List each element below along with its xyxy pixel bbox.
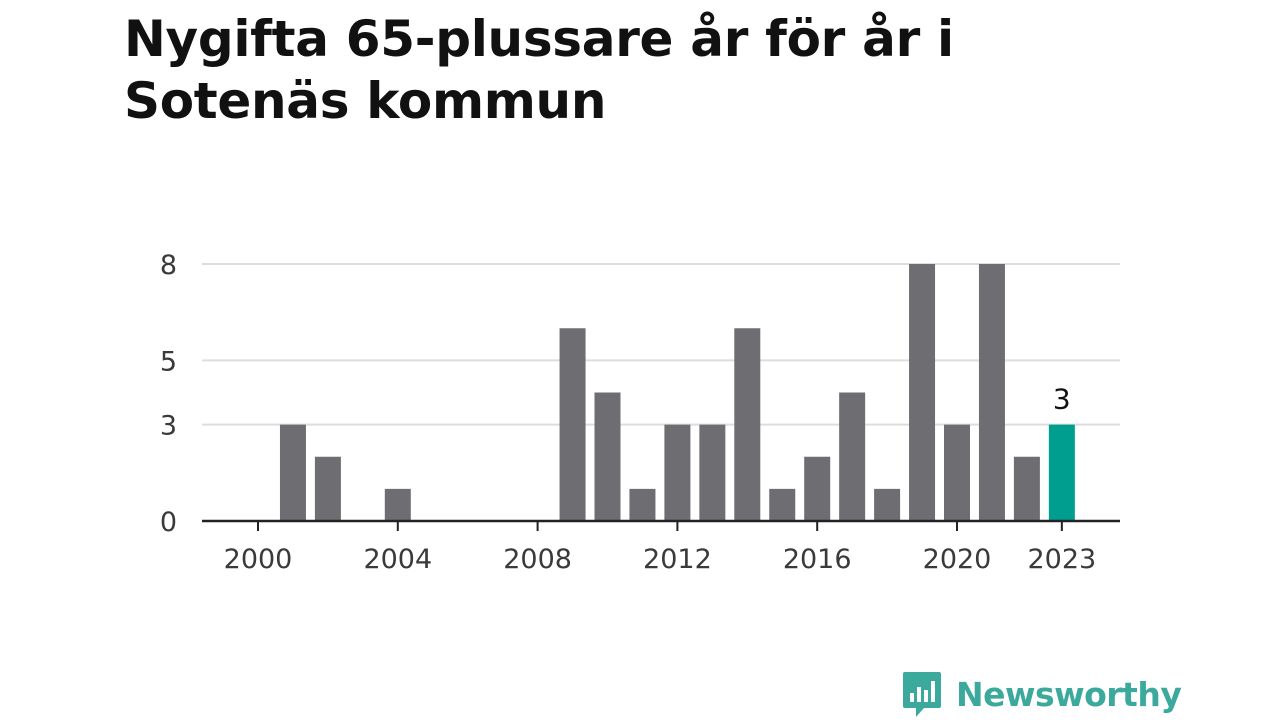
x-tick-label: 2016 [783,544,852,575]
bar-2013 [699,424,726,521]
chart-title: Nygifta 65-plussare år för år i Sotenäs … [124,10,954,130]
y-tick-label: 8 [160,250,177,281]
x-tick-label: 2023 [1027,544,1096,575]
bar-2001 [279,424,306,521]
bar-2016 [804,456,831,521]
bar-2010 [594,392,621,521]
x-tick-label: 2012 [643,544,712,575]
newsworthy-logo-icon [903,672,941,717]
bar-2015 [769,488,796,521]
y-tick-label: 3 [160,411,177,442]
bar-2002 [314,456,341,521]
data-label-2023: 3 [1053,383,1071,416]
brand-footer: Newsworthy [902,670,1182,718]
labels: 0 3 5 8 2000 2004 2008 2012 2016 2020 2023 3 [160,250,1096,575]
axes [202,519,1120,531]
y-tick-label: 0 [160,507,177,538]
bar-2022 [1013,456,1040,521]
bar-2019 [909,264,936,521]
bar-2023 [1048,424,1075,521]
x-tick-label: 2000 [224,544,293,575]
bar-2012 [664,424,691,521]
x-tick-label: 2020 [923,544,992,575]
y-tick-label: 5 [160,346,177,377]
bar-2004 [384,488,411,521]
bar-2018 [874,488,901,521]
brand-name: Newsworthy [956,674,1182,714]
x-tick-label: 2004 [363,544,432,575]
bar-2021 [978,264,1005,521]
bars [279,264,1075,521]
bar-2014 [734,328,761,521]
bar-2011 [629,488,656,521]
bar-2020 [944,424,970,521]
bar-2009 [559,328,586,521]
bar-2017 [839,392,866,521]
x-tick-label: 2008 [503,544,572,575]
